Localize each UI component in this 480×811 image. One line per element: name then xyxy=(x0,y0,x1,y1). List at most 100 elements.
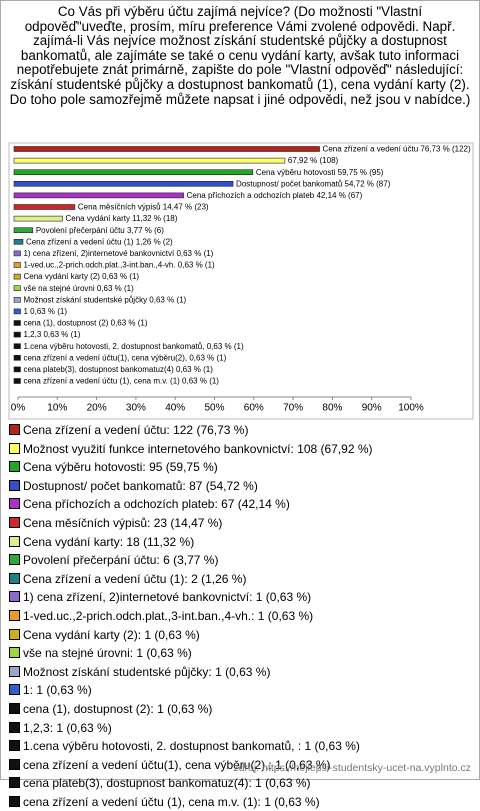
data-label: cena (1), dostupnost (2) 0,63 % (1) xyxy=(23,319,147,328)
bar xyxy=(13,180,234,187)
legend-item: Cena vydání karty: 18 (11,32 %) xyxy=(9,533,475,552)
legend-swatch xyxy=(9,424,20,435)
data-label: 1) cena zřízení, 2)internetové bankovnic… xyxy=(23,249,213,258)
bar xyxy=(13,378,21,384)
legend-label: 1.cena výběru hotovosti, 2. dostupnost b… xyxy=(23,739,360,754)
data-label: 1-ved.uc.,2-prich.odch.plat.,3-int.ban.,… xyxy=(23,261,215,270)
legend-label: Možnost využití funkce internetového ban… xyxy=(23,441,373,456)
bar xyxy=(13,215,63,222)
legend-item: Cena vydání karty (2): 1 (0,63 %) xyxy=(9,626,475,645)
data-label: Cena zřízení a vedení účtu 76,73 % (122) xyxy=(323,145,471,154)
bar xyxy=(13,273,21,280)
legend-item: Cena zřízení a vedení účtu (1): 2 (1,26 … xyxy=(9,570,475,589)
legend-label: cena (1), dostupnost (2): 1 (0,63 %) xyxy=(23,701,213,716)
bar xyxy=(13,285,21,291)
x-tick-label: 0% xyxy=(11,403,26,414)
legend-label: Cena zřízení a vedení účtu (1): 2 (1,26 … xyxy=(23,571,247,586)
legend-swatch xyxy=(9,572,20,584)
legend-item: Dostupnost/ počet bankomatů: 87 (54,72 %… xyxy=(9,477,475,496)
x-tick-label: 20% xyxy=(87,403,107,414)
source: zdroj: https://nejlepsi-studentsky-ucet-… xyxy=(233,762,471,774)
legend-swatch xyxy=(9,702,20,714)
bar xyxy=(13,169,254,176)
legend-label: Cena výběru hotovosti: 95 (59,75 %) xyxy=(23,460,218,475)
x-tick-label: 60% xyxy=(244,403,264,414)
legend-item: Cena výběru hotovosti: 95 (59,75 %) xyxy=(9,458,475,477)
legend: Cena zřízení a vedení účtu: 122 (76,73 %… xyxy=(9,421,475,811)
legend-label: cena zřízení a vedení účtu (1), cena m.v… xyxy=(23,794,320,809)
data-label: Cena vydání karty 11,32 % (18) xyxy=(65,214,177,223)
bar xyxy=(13,308,21,315)
legend-label: Cena příchozích a odchozích plateb: 67 (… xyxy=(23,497,290,512)
legend-item: 1-ved.uc.,2-prich.odch.plat.,3-int.ban.,… xyxy=(9,607,475,626)
data-label: Možnost získání studentské půjčky 0,63 %… xyxy=(23,295,186,304)
data-label: Dostupnost/ počet bankomatů 54,72 % (87) xyxy=(236,179,391,188)
legend-swatch xyxy=(9,442,20,454)
bar xyxy=(13,157,286,164)
bar xyxy=(13,366,21,373)
legend-item: cena zřízení a vedení účtu(1), cena výbě… xyxy=(9,756,475,775)
legend-swatch xyxy=(9,535,20,547)
data-label: 1 0,63 % (1) xyxy=(23,307,67,316)
legend-label: 1,2,3: 1 (0,63 %) xyxy=(23,720,112,735)
data-label: cena zřízení a vedení účtu (1), cena m.v… xyxy=(23,377,219,386)
legend-swatch xyxy=(9,721,20,733)
legend-label: Cena vydání karty (2): 1 (0,63 %) xyxy=(23,627,200,642)
legend-swatch xyxy=(9,777,20,789)
data-label: Cena zřízení a vedení účtu (1) 1,26 % (2… xyxy=(26,237,173,246)
data-label: 67,92 % (108) xyxy=(288,156,339,165)
data-label: cena plateb(3), dostupnost bankomatuz(4)… xyxy=(23,365,213,374)
x-tick-label: 80% xyxy=(322,403,342,414)
legend-item: 1: 1 (0,63 %) xyxy=(9,681,475,700)
bar xyxy=(13,250,21,257)
legend-swatch xyxy=(9,628,20,640)
x-tick-label: 40% xyxy=(165,403,185,414)
legend-swatch xyxy=(9,795,20,807)
legend-item: cena (1), dostupnost (2): 1 (0,63 %) xyxy=(9,700,475,719)
data-label: Cena vydání karty (2) 0,63 % (1) xyxy=(23,272,139,281)
legend-item: 1,2,3: 1 (0,63 %) xyxy=(9,719,475,738)
data-label: Cena měsíčních výpisů 14,47 % (23) xyxy=(78,203,209,212)
legend-label: cena zřízení a vedení účtu(1), cena výbě… xyxy=(23,757,331,772)
legend-swatch xyxy=(9,479,20,491)
legend-swatch xyxy=(9,516,20,528)
legend-item: Cena měsíčních výpisů: 23 (14,47 %) xyxy=(9,514,475,533)
x-tick-label: 90% xyxy=(362,403,382,414)
legend-swatch xyxy=(9,665,20,677)
x-tick-label: 50% xyxy=(204,403,224,414)
legend-swatch xyxy=(9,758,20,770)
bar xyxy=(13,146,320,152)
bar xyxy=(13,331,21,338)
legend-item: Povolení přečerpání účtu: 6 (3,77 %) xyxy=(9,551,475,570)
legend-label: 1-ved.uc.,2-prich.odch.plat.,3-int.ban.,… xyxy=(23,608,314,623)
bar xyxy=(13,343,21,349)
chart-title: Co Vás při výběru účtu zajímá nejvíce? (… xyxy=(9,4,471,107)
data-label: cena zřízení a vedení účtu(1), cena výbě… xyxy=(23,353,226,362)
legend-swatch xyxy=(9,498,20,510)
bar xyxy=(13,239,24,245)
bar xyxy=(13,297,21,303)
x-tick-label: 10% xyxy=(47,403,67,414)
data-label: 1.cena výběru hotovosti, 2. dostupnost b… xyxy=(23,342,243,351)
legend-label: 1: 1 (0,63 %) xyxy=(23,683,92,698)
plot-frame xyxy=(8,142,474,420)
legend-swatch xyxy=(9,740,20,752)
bar xyxy=(13,204,76,210)
x-tick-label: 100% xyxy=(398,403,424,414)
legend-item: cena plateb(3), dostupnost bankomatuz(4)… xyxy=(9,774,475,793)
data-label: Cena příchozích a odchozích plateb 42,14… xyxy=(187,191,363,200)
legend-label: cena plateb(3), dostupnost bankomatuz(4)… xyxy=(23,776,311,791)
x-tick-label: 70% xyxy=(283,403,303,414)
legend-item: 1) cena zřízení, 2)internetové bankovnic… xyxy=(9,588,475,607)
legend-swatch xyxy=(9,609,20,621)
legend-item: Cena zřízení a vedení účtu: 122 (76,73 %… xyxy=(9,421,475,440)
legend-swatch xyxy=(9,461,20,473)
legend-label: vše na stejné úrovni: 1 (0,63 %) xyxy=(23,646,192,661)
legend-label: Cena vydání karty: 18 (11,32 %) xyxy=(23,534,195,549)
legend-label: Možnost získání studentské půjčky: 1 (0,… xyxy=(23,664,271,679)
bar xyxy=(13,227,34,233)
legend-label: Dostupnost/ počet bankomatů: 87 (54,72 %… xyxy=(23,478,258,493)
data-label: Povolení přečerpání účtu 3,77 % (6) xyxy=(36,226,164,235)
data-label: Cena výběru hotovosti 59,75 % (95) xyxy=(256,168,384,177)
